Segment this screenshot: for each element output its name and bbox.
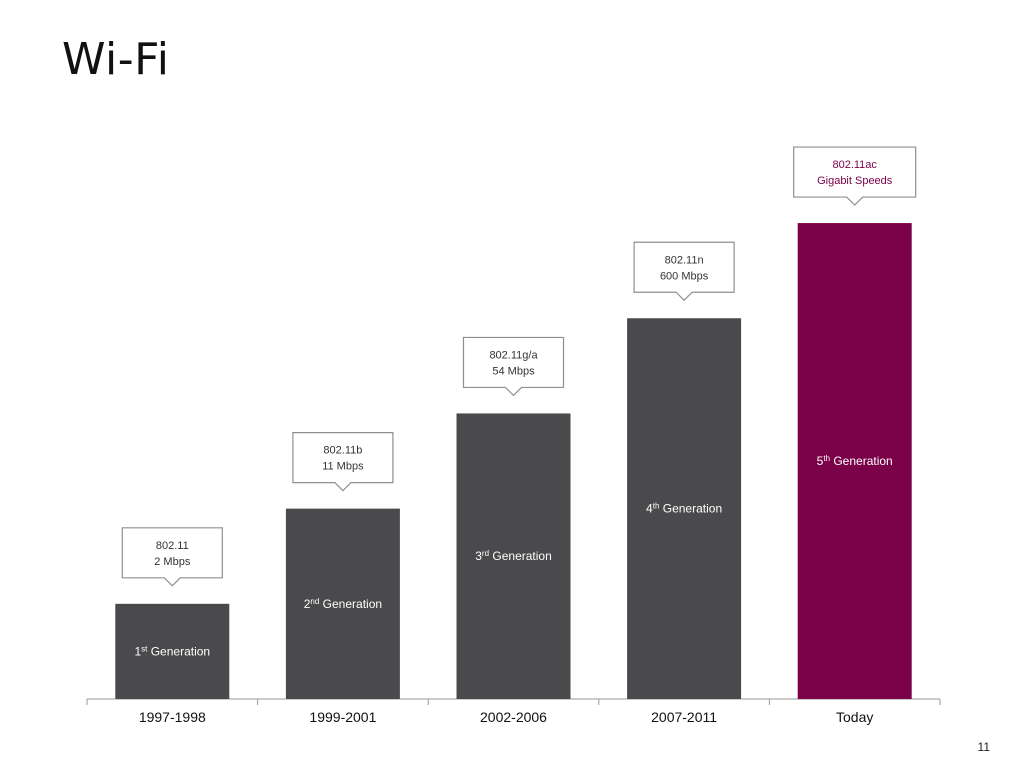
callout-standard-label: 802.11b [323,445,362,457]
callouts: 802.11 2 Mbps 802.11b 11 Mbps 802.11g/a 54 Mb… [121,146,917,587]
callout-speed-label: Gigabit Speeds [817,175,893,187]
bar-generation-label: 1st Generation [134,644,210,658]
callout-box [292,432,394,492]
x-tick-label: 1997-1998 [139,709,206,725]
page-number: 11 [977,740,990,754]
bar [627,318,742,699]
bar [285,508,400,699]
bar-generation-label: 4th Generation [646,502,722,516]
callout-speed-label: 54 Mbps [492,365,535,377]
bar-generation-label: 2nd Generation [304,597,382,611]
x-axis: 1997-1998 1999-2001 2002-2006 2007-2011 Toda… [86,698,941,725]
callout-standard-label: 802.11ac [832,159,877,171]
bar-generation-label: 3rd Generation [475,549,552,563]
bars: 1st Generation 2nd Generation 3rd Generati… [115,223,912,699]
callout-speed-label: 11 Mbps [322,461,364,473]
bar-generation-label: 5th Generation [817,454,893,468]
x-tick-label: 2007-2011 [651,709,717,725]
callout-standard-label: 802.11 [156,540,189,552]
slide-title: Wi-Fi [62,34,170,85]
callout-box [633,241,735,302]
callout-standard-label: 802.11n [665,254,704,266]
bar [115,603,230,699]
callout-box [462,336,565,397]
bar [797,223,912,699]
bar [456,413,571,699]
callout-standard-label: 802.11g/a [489,349,538,361]
x-tick-label: 1999-2001 [309,709,376,725]
callout-speed-label: 600 Mbps [660,270,709,282]
callout-box [121,527,223,587]
x-tick-label: Today [836,709,873,725]
x-tick-label: 2002-2006 [480,709,547,725]
callout-speed-label: 2 Mbps [154,556,191,568]
callout-box [793,146,917,206]
